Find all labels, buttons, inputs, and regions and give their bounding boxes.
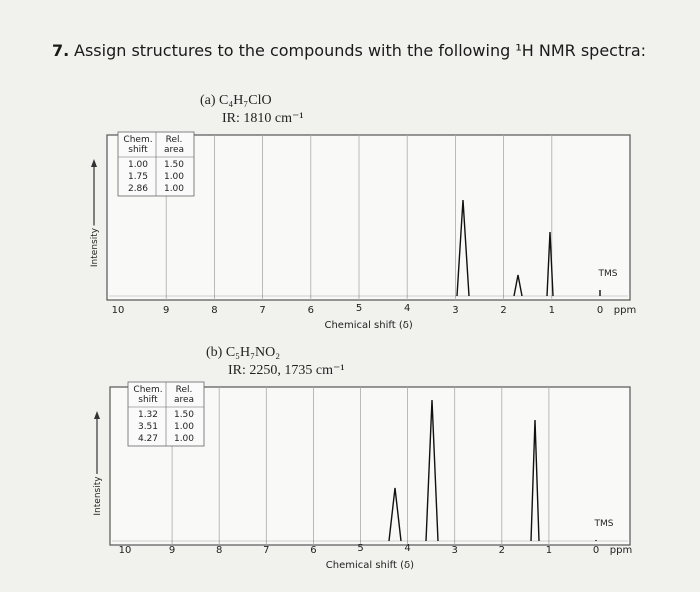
peak — [546, 231, 554, 297]
tick-label: 2 — [500, 305, 506, 316]
tick-label: 8 — [211, 305, 217, 316]
tick-label: 3 — [452, 545, 458, 556]
tick-label: 3 — [452, 305, 458, 316]
tick-label: 10 — [119, 545, 132, 556]
reference-label: TMS — [594, 519, 614, 529]
tick-label: 0 — [593, 545, 599, 556]
reference-label: TMS — [598, 269, 618, 279]
table-header: Rel. — [166, 135, 183, 145]
y-axis-label: Intensity — [93, 476, 103, 516]
unit-label: ppm — [614, 305, 636, 316]
table-cell: 1.00 — [174, 434, 194, 444]
table-header: Rel. — [176, 385, 193, 395]
tick-label: 1 — [549, 305, 555, 316]
peak — [513, 274, 523, 297]
table-cell: 1.00 — [164, 184, 184, 194]
tick-label: 9 — [169, 545, 175, 556]
question-number: 7. — [52, 41, 69, 60]
tick-label: 10 — [112, 305, 125, 316]
tick-label: 2 — [499, 545, 505, 556]
table-header: area — [174, 395, 194, 405]
tick-label: 1 — [546, 545, 552, 556]
y-axis-label: Intensity — [90, 227, 100, 267]
tick-label: 4 — [404, 543, 410, 554]
table-cell: 1.32 — [138, 410, 158, 420]
spectrum-label: (b) C₅H₇NO₂ — [206, 345, 280, 360]
peak — [456, 199, 470, 297]
table-header: shift — [128, 145, 148, 155]
y-arrow-head — [91, 159, 97, 167]
tick-label: 6 — [310, 545, 316, 556]
tick-label: 7 — [259, 305, 265, 316]
tick-label: 0 — [597, 305, 603, 316]
tick-label: 6 — [308, 305, 314, 316]
table-header: area — [164, 145, 184, 155]
table-cell: 4.27 — [138, 434, 158, 444]
table-cell: 1.75 — [128, 172, 148, 182]
table-cell: 1.50 — [164, 160, 184, 170]
ir-label: IR: 2250, 1735 cm⁻¹ — [228, 363, 345, 378]
peak — [530, 419, 540, 542]
table-cell: 1.00 — [164, 172, 184, 182]
table-cell: 3.51 — [138, 422, 158, 432]
spectrum-label: (a) C₄H₇ClO — [200, 93, 272, 108]
peak — [388, 487, 402, 542]
tick-label: 5 — [357, 543, 363, 554]
tick-label: 9 — [163, 305, 169, 316]
x-axis-label: Chemical shift (δ) — [324, 320, 412, 331]
table-cell: 1.50 — [174, 410, 194, 420]
tick-label: 4 — [404, 303, 410, 314]
table-header: Chem. — [133, 385, 162, 395]
peak — [425, 399, 439, 542]
x-axis-label: Chemical shift (δ) — [326, 560, 414, 571]
y-arrow-head — [94, 411, 100, 419]
tick-label: 8 — [216, 545, 222, 556]
table-cell: 1.00 — [174, 422, 194, 432]
question-text: Assign structures to the compounds with … — [74, 41, 646, 60]
table-header: Chem. — [123, 135, 152, 145]
table-cell: 2.86 — [128, 184, 148, 194]
unit-label: ppm — [610, 545, 632, 556]
ir-label: IR: 1810 cm⁻¹ — [222, 111, 304, 126]
table-header: shift — [138, 395, 158, 405]
table-cell: 1.00 — [128, 160, 148, 170]
tick-label: 7 — [263, 545, 269, 556]
tick-label: 5 — [356, 303, 362, 314]
